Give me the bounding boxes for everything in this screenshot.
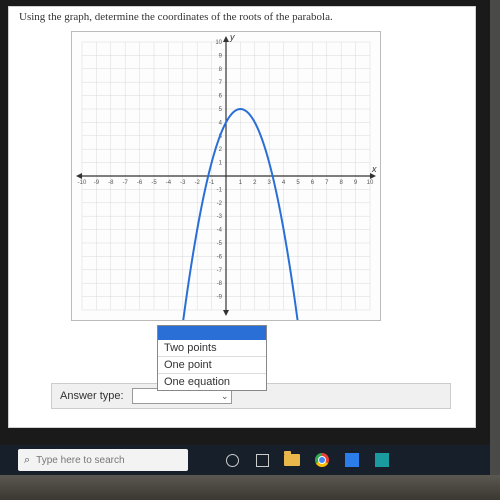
dropdown-option[interactable]: Two points [158,340,266,357]
svg-text:8: 8 [219,67,223,73]
svg-text:1: 1 [219,161,223,167]
graph-svg: -10 -9 -8 -7 -6 -5 -4 -3 -2 -1 1 2 3 4 5 6 7 8 9 10 10 9 8 7 6 5 4… [72,32,380,320]
svg-text:-3: -3 [180,180,186,186]
search-placeholder: Type here to search [36,455,124,466]
question-text: Using the graph, determine the coordinat… [9,7,475,31]
taskbar-search[interactable]: ⌕ Type here to search [18,449,188,471]
file-explorer-icon[interactable] [284,452,300,468]
svg-text:-6: -6 [137,180,143,186]
dropdown-option[interactable]: One point [158,357,266,374]
desk-surface [0,475,500,500]
svg-text:10: 10 [215,40,222,46]
svg-text:-2: -2 [195,180,201,186]
screen-area: Using the graph, determine the coordinat… [0,0,490,445]
svg-text:5: 5 [296,180,300,186]
dropdown-option[interactable]: One equation [158,374,266,390]
svg-text:8: 8 [340,180,344,186]
answer-label: Answer type: [60,390,124,402]
svg-text:6: 6 [219,94,223,100]
svg-text:6: 6 [311,180,315,186]
svg-text:7: 7 [325,180,329,186]
search-icon: ⌕ [24,454,30,467]
svg-text:x: x [371,164,377,174]
svg-text:-1: -1 [217,187,223,193]
svg-text:-8: -8 [217,281,223,287]
taskbar-icons [224,452,390,468]
svg-text:5: 5 [219,107,223,113]
svg-text:-6: -6 [217,254,223,260]
svg-text:4: 4 [282,180,286,186]
svg-text:-5: -5 [151,180,157,186]
svg-text:-7: -7 [217,268,223,274]
svg-text:9: 9 [354,180,358,186]
chrome-icon[interactable] [314,452,330,468]
svg-text:4: 4 [219,120,223,126]
svg-text:9: 9 [219,53,223,59]
windows-taskbar: ⌕ Type here to search [0,445,490,475]
svg-text:10: 10 [367,180,374,186]
coordinate-graph: -10 -9 -8 -7 -6 -5 -4 -3 -2 -1 1 2 3 4 5 6 7 8 9 10 10 9 8 7 6 5 4… [71,31,381,321]
dropdown-selected-blank[interactable] [158,326,266,340]
question-panel: Using the graph, determine the coordinat… [8,6,476,428]
svg-text:-2: -2 [217,201,223,207]
svg-text:2: 2 [219,147,223,153]
svg-text:3: 3 [268,180,272,186]
svg-text:-5: -5 [217,241,223,247]
svg-text:-4: -4 [217,228,223,234]
svg-text:-7: -7 [123,180,129,186]
app-teal-icon[interactable] [374,452,390,468]
svg-text:-9: -9 [94,180,100,186]
svg-text:y: y [229,32,235,42]
svg-text:-8: -8 [108,180,114,186]
svg-text:-9: -9 [217,295,223,301]
app-blue-icon[interactable] [344,452,360,468]
cortana-circle-icon[interactable] [224,452,240,468]
chevron-down-icon: ⌄ [221,391,229,402]
svg-text:7: 7 [219,80,223,86]
svg-text:1: 1 [239,180,243,186]
task-view-icon[interactable] [254,452,270,468]
svg-text:-4: -4 [166,180,172,186]
svg-text:-3: -3 [217,214,223,220]
svg-text:-1: -1 [209,180,215,186]
answer-type-dropdown[interactable]: Two points One point One equation [157,325,267,391]
svg-text:2: 2 [253,180,257,186]
svg-text:-10: -10 [78,180,87,186]
